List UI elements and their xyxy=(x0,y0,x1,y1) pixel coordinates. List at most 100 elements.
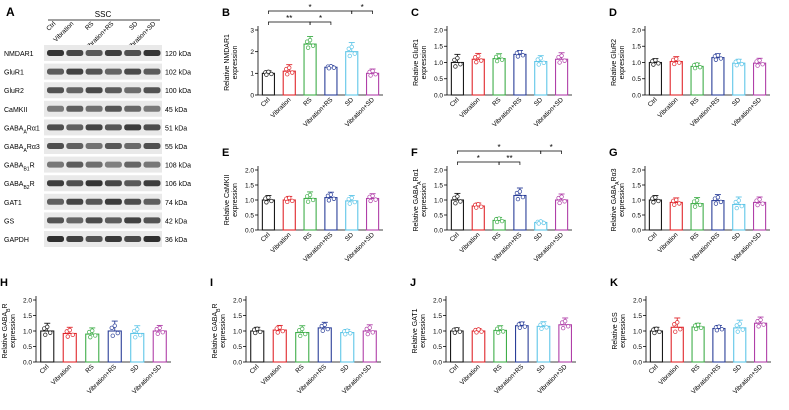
significance-label: * xyxy=(319,14,322,23)
data-point xyxy=(452,330,457,335)
x-tick-label: SD xyxy=(344,231,356,243)
y-tick-label: 1.5 xyxy=(434,44,443,51)
y-tick-label: 0.0 xyxy=(632,92,641,99)
data-point xyxy=(718,199,724,205)
protein-label-tail: Rα3 xyxy=(27,144,40,151)
y-tick-label: 0.5 xyxy=(633,344,642,351)
data-point xyxy=(368,198,373,204)
data-point xyxy=(498,325,503,330)
data-point xyxy=(43,332,48,337)
y-label-part: Relative GABA xyxy=(413,184,420,231)
x-tick-label: RS xyxy=(492,363,504,375)
data-point xyxy=(373,197,378,202)
protein-band xyxy=(66,198,84,205)
data-point xyxy=(373,72,378,77)
x-tick-label: Ctrl xyxy=(449,96,461,108)
data-point xyxy=(692,204,698,209)
protein-band xyxy=(143,50,161,56)
protein-label-base: GABA xyxy=(4,125,24,132)
data-point xyxy=(678,327,683,332)
protein-label-base: GluR2 xyxy=(4,88,24,95)
significance-label: * xyxy=(309,3,312,12)
y-label-part: Relative NMDAR1 xyxy=(224,34,231,91)
protein-band xyxy=(124,105,142,112)
data-point xyxy=(455,194,460,199)
data-point xyxy=(677,60,682,65)
protein-band xyxy=(104,124,122,131)
y-tick-label: 1.0 xyxy=(434,60,443,67)
bar-ctrl xyxy=(450,199,465,231)
bar-vibration xyxy=(62,332,77,363)
y-axis-label: Relative GluR1 xyxy=(413,39,420,86)
data-point xyxy=(458,199,463,204)
y-axis-label: Relative GABAARα1 xyxy=(413,168,423,231)
protein-band xyxy=(85,68,103,75)
blot-row: GS 42 kDa xyxy=(4,212,187,229)
y-axis-label-line2: expression xyxy=(232,183,239,217)
bar-rs xyxy=(493,329,507,363)
data-point xyxy=(697,202,703,208)
kda-label: 51 kDa xyxy=(165,125,187,132)
data-point xyxy=(740,327,745,332)
bar-vibration-plus-rs xyxy=(513,53,527,96)
data-point xyxy=(458,62,463,67)
significance-label: ** xyxy=(286,14,292,23)
data-point xyxy=(326,66,332,71)
bar-vibration-plus-sd xyxy=(752,201,767,231)
blot-rows: NMDAR1 120 kDa GluR1 102 kDa GluR2 100 kDa CaM… xyxy=(4,45,191,247)
bar-vibration-plus-rs xyxy=(324,66,338,96)
data-point xyxy=(310,43,316,48)
data-point xyxy=(298,333,303,339)
protein-band xyxy=(47,105,64,112)
data-point xyxy=(757,58,762,63)
protein-label-sub: B1 xyxy=(23,167,29,173)
data-point xyxy=(715,195,721,200)
data-point xyxy=(496,330,501,335)
significance-label: * xyxy=(498,143,501,152)
data-point xyxy=(264,72,269,77)
y-tick-label: 0.0 xyxy=(632,227,641,234)
y-tick-label: 2.0 xyxy=(433,297,442,304)
x-tick-label: Ctrl xyxy=(249,363,261,375)
y-axis-label: Relative NMDAR1 xyxy=(224,34,231,91)
y-axis-label-line2: expression xyxy=(220,314,227,348)
y-tick-label: 1.5 xyxy=(434,182,443,189)
y-tick-label: 0.5 xyxy=(632,76,641,83)
significance-label: * xyxy=(477,154,480,163)
data-point xyxy=(520,53,526,58)
protein-label: GAPDH xyxy=(4,237,29,244)
bar-ctrl xyxy=(449,330,464,363)
data-point xyxy=(697,65,703,70)
protein-band xyxy=(66,68,84,75)
protein-band xyxy=(124,50,142,56)
data-point xyxy=(499,218,505,224)
y-axis-label-line2: expression xyxy=(421,183,428,217)
kda-label: 120 kDa xyxy=(165,51,191,58)
protein-label: NMDAR1 xyxy=(4,51,34,58)
panel-letter: K xyxy=(610,277,618,289)
protein-band xyxy=(143,124,161,131)
blot-strip xyxy=(44,231,162,247)
protein-band xyxy=(47,68,64,75)
protein-label: GluR1 xyxy=(4,70,24,77)
panel-letter: I xyxy=(210,277,213,289)
bar-sd xyxy=(345,200,359,231)
x-tick-label: RS xyxy=(491,231,503,243)
lane-label: RS xyxy=(84,20,96,32)
blot-row: GABAB2R 106 kDa xyxy=(4,175,191,192)
protein-label-base: GluR1 xyxy=(4,70,24,77)
y-tick-label: 0.5 xyxy=(245,212,254,219)
y-tick-label: 1.0 xyxy=(633,328,642,335)
chart-panel-b: B Relative NMDAR1 expression 0 1 2 3 CtrlVibrat… xyxy=(222,3,383,129)
bar-vibration-plus-rs xyxy=(324,197,338,231)
data-point xyxy=(476,202,481,207)
lane-label: Ctrl xyxy=(45,20,57,32)
chart-panel-d: D Relative GluR2 expression 0.0 0.5 1.0 1.5 2.0… xyxy=(609,7,770,129)
bar-sd xyxy=(733,327,747,363)
data-point xyxy=(290,70,295,75)
data-point xyxy=(67,327,72,333)
bar-vibration xyxy=(471,330,486,363)
data-point xyxy=(287,65,292,70)
